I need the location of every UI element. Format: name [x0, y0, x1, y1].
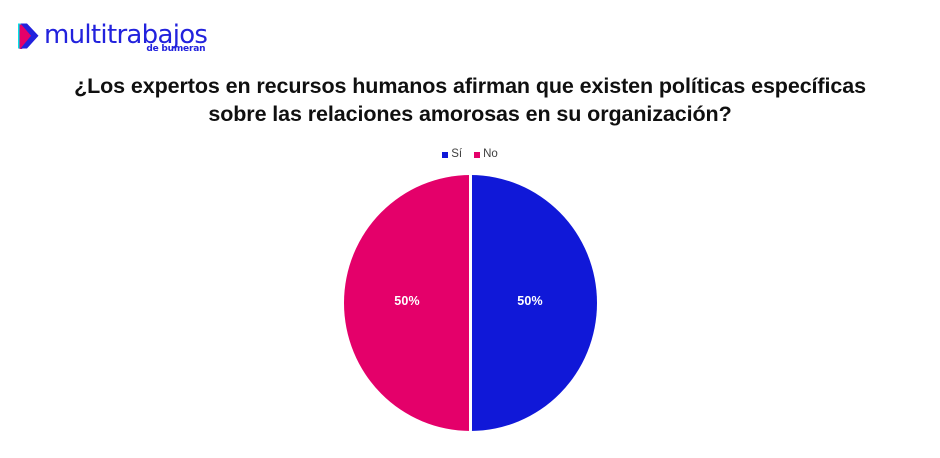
- pie-chart: 50% 50%: [344, 175, 597, 431]
- chart-legend: Sí No: [0, 148, 940, 161]
- pie-slice-no[interactable]: [344, 175, 471, 431]
- pie-circle: [344, 175, 597, 431]
- legend-item-si[interactable]: Sí: [442, 148, 462, 161]
- legend-swatch-icon-no: [474, 151, 481, 158]
- brand-logo: multitrabajos de bumeran: [16, 20, 208, 56]
- pie-slice-divider: [469, 175, 472, 431]
- chevron-right-logo-icon: [18, 23, 39, 49]
- brand-wordmark: multitrabajos de bumeran: [44, 20, 208, 56]
- legend-label-si: Sí: [451, 148, 463, 160]
- legend-swatch-icon-si: [442, 151, 449, 158]
- legend-label-no: No: [483, 148, 498, 160]
- brand-name: multitrabajos: [44, 20, 208, 50]
- legend-item-no[interactable]: No: [474, 148, 498, 161]
- pie-slice-si[interactable]: [470, 175, 597, 431]
- pie-slice-label-no: 50%: [394, 294, 420, 308]
- brand-tagline: de bumeran: [146, 44, 206, 54]
- pie-slice-label-si: 50%: [517, 294, 543, 308]
- chart-title: ¿Los expertos en recursos humanos afirma…: [74, 74, 866, 126]
